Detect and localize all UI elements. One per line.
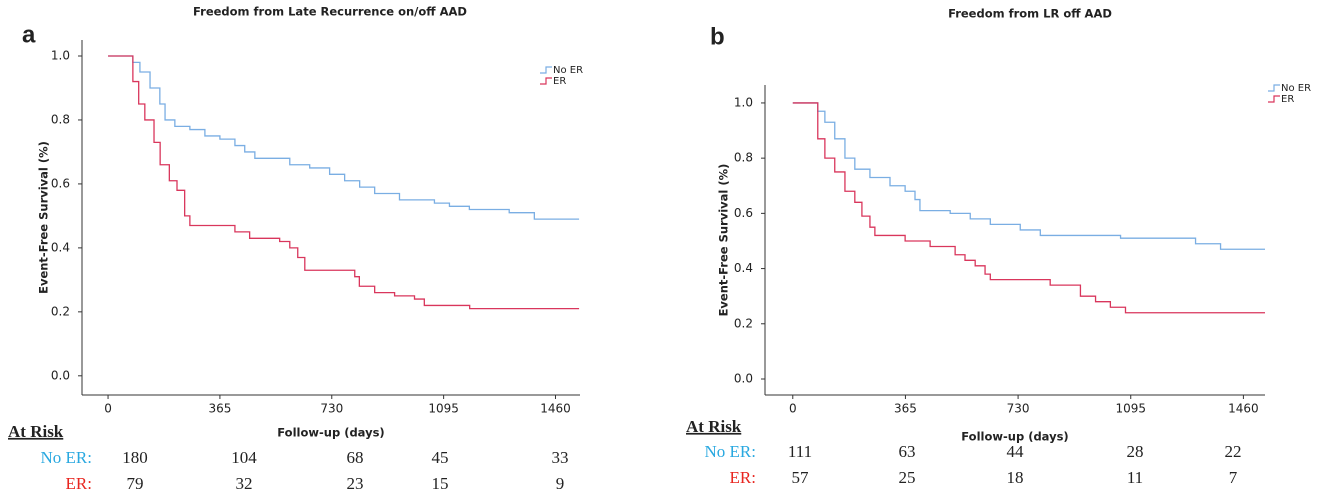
survival-curve bbox=[108, 55, 580, 220]
y-tick-label: 0.4 bbox=[51, 240, 70, 254]
x-axis-label: Follow-up (days) bbox=[961, 430, 1068, 444]
chart-title: Freedom from LR off AAD bbox=[948, 7, 1112, 21]
x-tick-label: 730 bbox=[1007, 402, 1030, 416]
at-risk-count: 68 bbox=[347, 448, 364, 467]
x-tick-label: 365 bbox=[894, 402, 917, 416]
legend-label: ER bbox=[1281, 94, 1294, 105]
legend-swatch bbox=[540, 66, 552, 74]
legend-swatch bbox=[1268, 95, 1280, 103]
x-tick-label: 1095 bbox=[428, 402, 459, 416]
legend-label: No ER bbox=[553, 65, 583, 76]
y-tick-label: 0.2 bbox=[51, 304, 70, 318]
at-risk-count: 32 bbox=[236, 474, 253, 493]
y-tick-label: 0.0 bbox=[734, 371, 753, 385]
x-axis-label: Follow-up (days) bbox=[277, 426, 384, 440]
at-risk-count: 63 bbox=[899, 442, 916, 461]
at-risk-count: 104 bbox=[231, 448, 257, 467]
x-tick-label: 1095 bbox=[1115, 402, 1146, 416]
panel-label: b bbox=[710, 23, 725, 50]
at-risk-count: 57 bbox=[792, 468, 810, 487]
y-axis-label: Event-Free Survival (%) bbox=[37, 141, 51, 294]
legend-label: ER bbox=[553, 76, 566, 87]
y-tick-label: 1.0 bbox=[734, 95, 753, 109]
at-risk-count: 25 bbox=[899, 468, 916, 487]
at-risk-title: At Risk bbox=[686, 417, 742, 436]
y-tick-label: 0.8 bbox=[51, 112, 70, 126]
y-tick-label: 0.6 bbox=[734, 206, 753, 220]
survival-curve bbox=[108, 55, 580, 310]
x-tick-label: 1460 bbox=[540, 402, 571, 416]
at-risk-count: 22 bbox=[1225, 442, 1242, 461]
y-tick-label: 0.2 bbox=[734, 316, 753, 330]
at-risk-label: No ER: bbox=[705, 442, 756, 461]
at-risk-count: 15 bbox=[432, 474, 449, 493]
chart-title: Freedom from Late Recurrence on/off AAD bbox=[193, 5, 467, 19]
at-risk-count: 45 bbox=[432, 448, 449, 467]
y-tick-label: 1.0 bbox=[51, 48, 70, 62]
at-risk-label: ER: bbox=[66, 474, 92, 493]
at-risk-count: 79 bbox=[127, 474, 144, 493]
legend-swatch bbox=[540, 77, 552, 85]
panel-label: a bbox=[22, 21, 36, 48]
y-tick-label: 0.4 bbox=[734, 261, 753, 275]
legend-swatch bbox=[1268, 84, 1280, 92]
at-risk-count: 28 bbox=[1127, 442, 1144, 461]
at-risk-count: 111 bbox=[788, 442, 812, 461]
y-tick-label: 0.8 bbox=[734, 151, 753, 165]
x-tick-label: 730 bbox=[320, 402, 343, 416]
at-risk-label: ER: bbox=[730, 468, 756, 487]
at-risk-count: 23 bbox=[347, 474, 364, 493]
x-tick-label: 365 bbox=[208, 402, 231, 416]
legend-label: No ER bbox=[1281, 83, 1311, 94]
y-axis-label: Event-Free Survival (%) bbox=[717, 164, 731, 317]
y-tick-label: 0.6 bbox=[51, 176, 70, 190]
at-risk-count: 180 bbox=[122, 448, 148, 467]
x-tick-label: 1460 bbox=[1228, 402, 1259, 416]
survival-curve bbox=[792, 102, 1265, 314]
at-risk-count: 44 bbox=[1007, 442, 1025, 461]
at-risk-count: 11 bbox=[1127, 468, 1143, 487]
survival-curve bbox=[792, 102, 1265, 250]
y-tick-label: 0.0 bbox=[51, 368, 70, 382]
x-tick-label: 0 bbox=[789, 402, 797, 416]
at-risk-count: 33 bbox=[552, 448, 569, 467]
at-risk-count: 18 bbox=[1007, 468, 1024, 487]
at-risk-count: 9 bbox=[556, 474, 565, 493]
at-risk-label: No ER: bbox=[41, 448, 92, 467]
at-risk-title: At Risk bbox=[8, 422, 64, 441]
at-risk-count: 7 bbox=[1229, 468, 1238, 487]
x-tick-label: 0 bbox=[104, 402, 112, 416]
